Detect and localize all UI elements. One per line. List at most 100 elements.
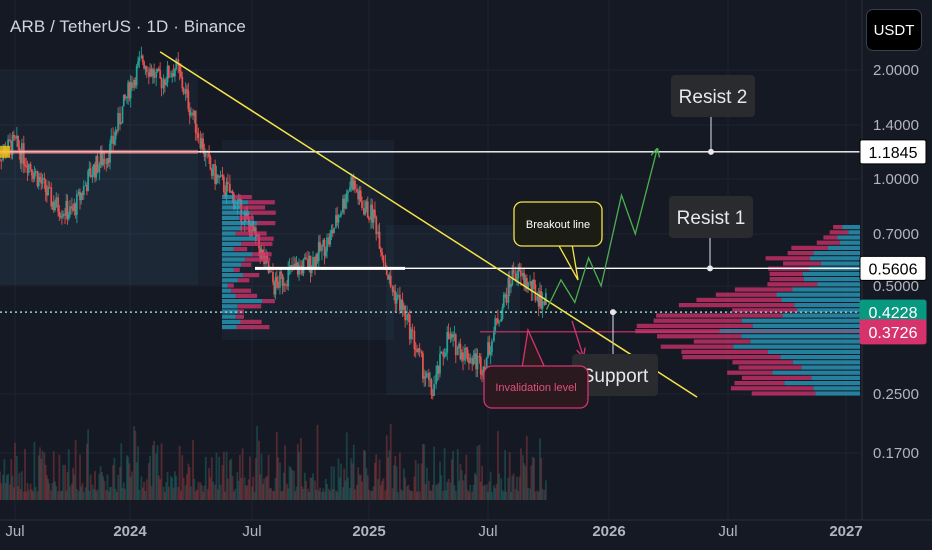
volume-bar xyxy=(365,468,368,500)
volume-bar xyxy=(266,476,269,500)
volume-bar xyxy=(150,486,153,500)
volume-bar xyxy=(105,490,108,500)
volume-bar xyxy=(281,490,284,500)
volume-bar xyxy=(319,487,321,500)
volume-bar xyxy=(512,473,515,500)
volume-bar xyxy=(333,466,335,500)
volume-bar xyxy=(423,444,426,500)
vp-bar-down xyxy=(791,245,828,250)
volume-bar xyxy=(74,439,77,500)
support-dot xyxy=(610,309,616,316)
volume-bar xyxy=(340,463,342,500)
volume-bar xyxy=(418,491,421,500)
volume-bar xyxy=(138,490,141,500)
candle-body xyxy=(209,156,212,170)
candle-body xyxy=(429,379,432,381)
volume-bar xyxy=(115,491,118,500)
candle-body xyxy=(107,158,110,163)
candle-body xyxy=(442,351,445,357)
vp-bar-up xyxy=(222,252,253,257)
volume-bar xyxy=(316,424,319,500)
candle-body xyxy=(529,281,531,283)
volume-bar xyxy=(45,475,48,500)
volume-bar xyxy=(357,467,360,500)
vp-bar-up xyxy=(222,200,248,205)
vp-bar-up xyxy=(222,283,228,288)
candle-body xyxy=(50,187,53,207)
price-tag-box xyxy=(859,139,927,165)
volume-bar xyxy=(187,463,190,500)
vp-bar-up xyxy=(222,267,234,272)
candle-body xyxy=(64,213,66,216)
vp-bar-up xyxy=(222,325,237,330)
candle-body xyxy=(366,201,369,218)
candle-body xyxy=(531,279,534,292)
volume-bar xyxy=(536,490,539,500)
volume-bar xyxy=(399,452,401,500)
candle-body xyxy=(215,174,218,184)
volume-bar xyxy=(381,481,384,500)
currency-button[interactable]: USDT xyxy=(866,9,922,51)
candle-body xyxy=(527,282,530,290)
vp-bar-up xyxy=(222,299,263,304)
volume-bar xyxy=(66,472,69,500)
candle-body xyxy=(128,82,131,99)
volume-bar xyxy=(496,431,499,500)
volume-bar xyxy=(533,457,535,500)
candle-body xyxy=(328,237,330,245)
volume-bar xyxy=(251,486,253,500)
volume-bar xyxy=(347,477,349,500)
candle-body xyxy=(377,231,380,235)
volume-bar xyxy=(240,478,243,500)
volume-bar xyxy=(32,491,35,500)
volume-bar xyxy=(295,486,298,500)
volume-bar xyxy=(88,490,91,500)
candle-body xyxy=(322,239,325,246)
vp-bar-up xyxy=(222,241,242,246)
candle-body xyxy=(372,209,375,223)
volume-bar xyxy=(315,489,318,500)
candle-body xyxy=(425,372,428,378)
candle-body xyxy=(281,274,284,286)
candle-body xyxy=(216,174,219,178)
volume-bar xyxy=(43,452,46,500)
candle-body xyxy=(443,355,446,357)
vp-bar-down xyxy=(738,365,802,370)
volume-bar xyxy=(544,480,547,500)
volume-bar xyxy=(180,490,182,500)
volume-bar xyxy=(30,489,33,500)
candle-body xyxy=(370,204,372,220)
candle-body xyxy=(310,267,313,274)
volume-bar xyxy=(401,491,404,500)
candle-body xyxy=(41,177,44,184)
vp-bar-up xyxy=(222,205,241,210)
volume-bar xyxy=(156,445,159,500)
candle-body xyxy=(324,251,327,256)
candle-body xyxy=(94,164,96,178)
vp-bar-down xyxy=(734,381,785,386)
resist2-callout-label: Resist 2 xyxy=(679,87,748,108)
vp-bar-down xyxy=(787,251,814,256)
volume-bar xyxy=(529,488,531,500)
volume-bar xyxy=(312,473,314,500)
volume-bar xyxy=(280,491,283,500)
candle-body xyxy=(135,65,138,86)
candle-body xyxy=(303,257,306,260)
candle-body xyxy=(34,171,37,173)
candle-body xyxy=(543,301,546,305)
vp-bar-up xyxy=(820,261,860,266)
candle-body xyxy=(127,82,130,97)
time-tick-label: Jul xyxy=(478,523,497,540)
volume-bar xyxy=(135,462,138,500)
candle-body xyxy=(180,71,182,77)
volume-bar xyxy=(359,474,362,500)
volume-bar xyxy=(273,491,276,500)
vp-bar-down xyxy=(732,308,798,313)
candle-body xyxy=(246,213,249,217)
vp-bar-down xyxy=(782,261,821,266)
volume-bar xyxy=(222,451,225,500)
candle-body xyxy=(394,290,397,304)
price-tag-label: 0.5606 xyxy=(869,261,918,278)
candle-body xyxy=(352,180,355,190)
